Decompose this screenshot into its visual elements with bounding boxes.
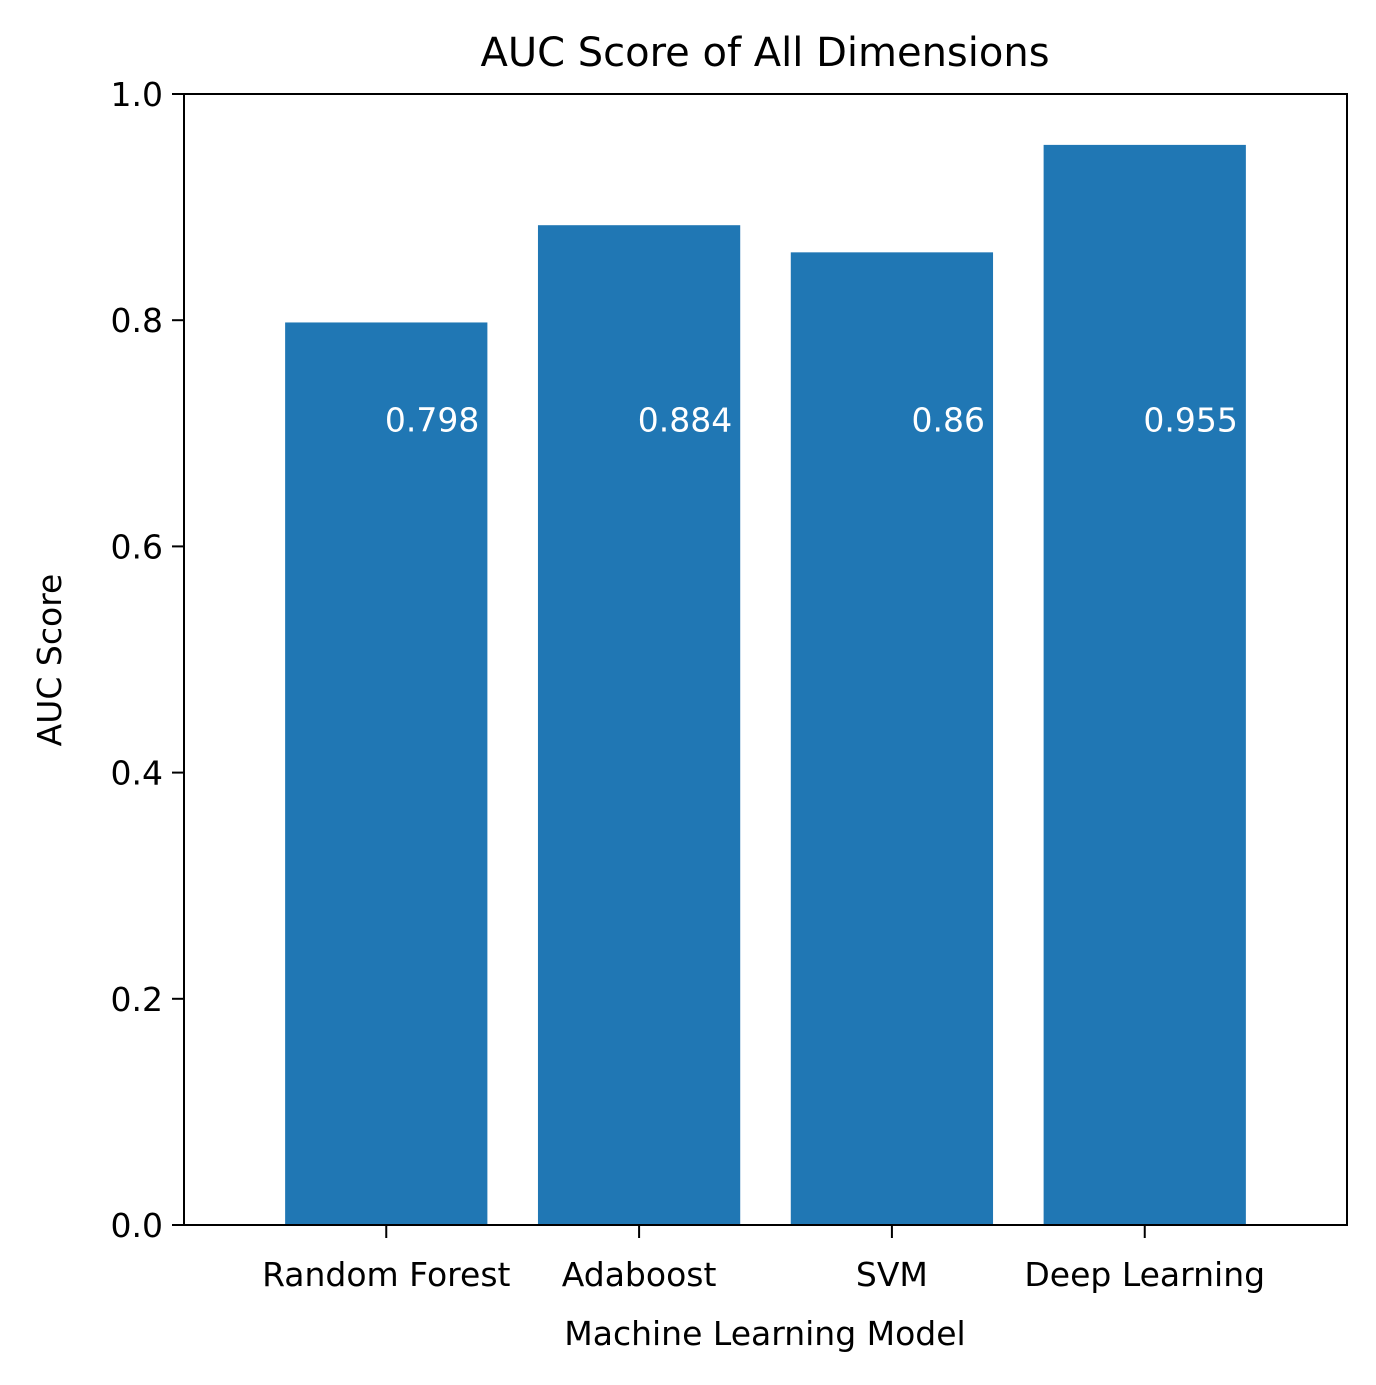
y-axis: 0.0 0.2 0.4 0.6 0.8 1.0	[111, 75, 184, 1245]
bar-value-label: 0.955	[1143, 400, 1237, 439]
plot-frame	[183, 93, 1348, 1226]
y-tick-label: 0.2	[111, 980, 163, 1019]
bar	[537, 225, 741, 1225]
y-tick-label: 0.4	[111, 754, 163, 793]
bar	[285, 322, 488, 1226]
x-tick-label: SVM	[856, 1255, 928, 1294]
x-tick-label: Random Forest	[262, 1255, 510, 1294]
bar	[790, 252, 994, 1226]
y-tick-label: 1.0	[111, 75, 163, 114]
bars-layer	[285, 144, 1246, 1226]
data-labels-layer: 0.798 0.884 0.86 0.955	[385, 400, 1238, 439]
y-tick-label: 0.0	[111, 1206, 163, 1245]
bar-value-label: 0.798	[385, 400, 479, 439]
y-axis-label: AUC Score	[30, 574, 69, 747]
x-tick-label: Adaboost	[562, 1255, 717, 1294]
chart-title: AUC Score of All Dimensions	[480, 30, 1049, 76]
bar-value-label: 0.884	[638, 400, 732, 439]
bar-value-label: 0.86	[912, 400, 985, 439]
y-tick-label: 0.6	[111, 527, 163, 566]
y-tick-label: 0.8	[111, 301, 163, 340]
bar	[1043, 144, 1246, 1225]
x-tick-label: Deep Learning	[1024, 1255, 1265, 1294]
x-axis-label: Machine Learning Model	[564, 1314, 965, 1353]
x-axis: Random Forest Adaboost SVM Deep Learning	[262, 1225, 1265, 1294]
